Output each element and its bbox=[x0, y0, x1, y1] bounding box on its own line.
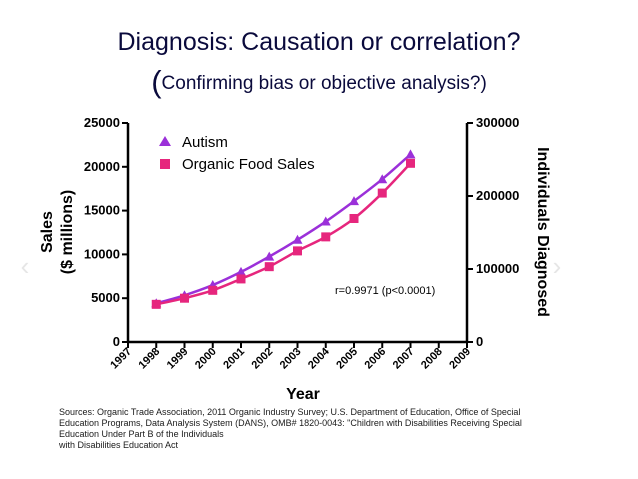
organic-sales-point bbox=[151, 299, 161, 309]
x-tick-label: 1999 bbox=[165, 346, 191, 372]
organic-sales-point bbox=[349, 213, 359, 223]
legend-organic-sales-marker bbox=[160, 159, 170, 169]
organic-sales-point bbox=[406, 158, 415, 168]
y-tick-label: 10000 bbox=[84, 246, 120, 261]
organic-sales-point bbox=[377, 188, 387, 198]
chart-legend: Autism Organic Food Sales bbox=[159, 134, 315, 173]
sources-footnote: Sources: Organic Trade Association, 2011… bbox=[59, 407, 569, 451]
organic-sales-point bbox=[293, 246, 302, 256]
x-tick-label: 1997 bbox=[108, 346, 134, 372]
organic-sales-point bbox=[321, 232, 331, 242]
autism-point bbox=[320, 216, 331, 226]
y2-axis-label: Individuals Diagnosed bbox=[534, 147, 551, 317]
sources-line: Education Programs, Data Analysis System… bbox=[59, 418, 522, 428]
x-tick-label: 2008 bbox=[419, 346, 445, 372]
x-tick-label: 2000 bbox=[193, 346, 219, 372]
x-tick-label: 2007 bbox=[391, 346, 417, 372]
chart-series bbox=[151, 149, 416, 309]
organic-sales-point bbox=[208, 285, 218, 295]
subtitle-close-paren: ) bbox=[480, 73, 487, 94]
y2-tick-label: 0 bbox=[476, 334, 483, 349]
y2-tick-label: 300000 bbox=[476, 115, 519, 130]
next-slide-chevron-icon[interactable]: › bbox=[552, 251, 562, 281]
y2-tick-label: 200000 bbox=[476, 188, 519, 203]
x-tick-label: 2003 bbox=[278, 346, 304, 372]
x-tick-label: 2001 bbox=[221, 346, 247, 372]
x-tick-label: 2006 bbox=[363, 346, 389, 372]
x-tick-label: 2004 bbox=[306, 345, 332, 371]
y-tick-label: 15000 bbox=[84, 203, 120, 218]
y-tick-label: 25000 bbox=[84, 115, 120, 130]
organic-sales-line bbox=[155, 162, 412, 306]
y-tick-label: 20000 bbox=[84, 159, 120, 174]
prev-slide-chevron-icon[interactable]: ‹ bbox=[20, 251, 30, 281]
autism-point bbox=[405, 149, 416, 159]
autism-point bbox=[349, 196, 359, 206]
y2-tick-label: 100000 bbox=[476, 261, 519, 276]
y-tick-label: 5000 bbox=[91, 290, 120, 305]
x-tick-label: 1998 bbox=[137, 346, 163, 372]
x-tick-label: 2005 bbox=[334, 346, 360, 372]
autism-point bbox=[292, 234, 303, 244]
autism-point bbox=[264, 251, 275, 261]
organic-sales-point bbox=[264, 262, 274, 272]
legend-autism-marker bbox=[159, 136, 171, 146]
correlation-annotation: r=0.9971 (p<0.0001) bbox=[335, 285, 435, 297]
y-tick-label: 0 bbox=[113, 334, 120, 349]
x-tick-label: 2002 bbox=[250, 346, 276, 372]
autism-point bbox=[236, 266, 246, 276]
y-axis-label-line2: ($ millions) bbox=[59, 190, 76, 274]
x-tick-label: 2009 bbox=[447, 346, 473, 372]
sources-line: with Disabilities Education Act bbox=[59, 440, 179, 450]
subtitle-open-paren: ( bbox=[151, 64, 162, 99]
autism-point bbox=[377, 174, 388, 184]
slide-title: Diagnosis: Causation or correlation? bbox=[117, 28, 521, 56]
legend-organic-sales-label: Organic Food Sales bbox=[182, 156, 315, 173]
legend-autism-label: Autism bbox=[182, 134, 228, 151]
organic-sales-point bbox=[236, 274, 246, 284]
sources-line: Sources: Organic Trade Association, 2011… bbox=[59, 407, 521, 417]
subtitle-text: Confirming bias or objective analysis? bbox=[161, 73, 481, 94]
y-axis-label-line1: Sales bbox=[39, 211, 56, 253]
slide-subtitle: (Confirming bias or objective analysis?) bbox=[0, 64, 638, 100]
x-axis-label: Year bbox=[286, 386, 320, 403]
sources-line: Education Under Part B of the Individual… bbox=[59, 429, 224, 439]
autism-line bbox=[155, 153, 412, 305]
organic-sales-point bbox=[180, 293, 189, 303]
